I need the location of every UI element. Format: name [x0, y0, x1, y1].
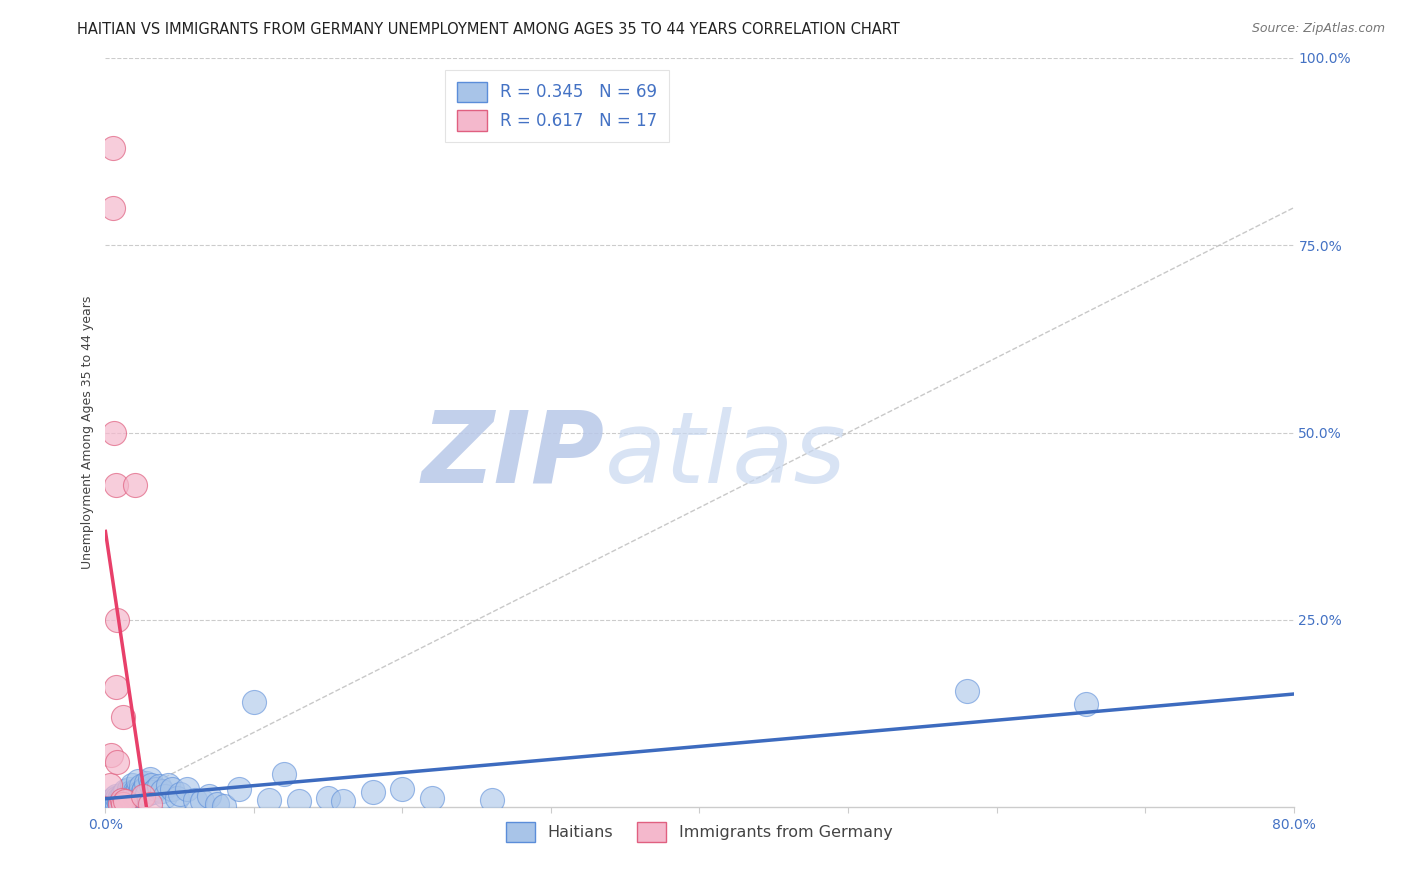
Point	[110, 797, 132, 811]
Point	[257, 793, 280, 807]
Point	[139, 772, 162, 786]
Point	[153, 789, 176, 803]
Point	[101, 201, 124, 215]
Point	[141, 778, 163, 792]
Point	[105, 613, 128, 627]
Point	[214, 798, 236, 813]
Point	[228, 781, 250, 796]
Text: Source: ZipAtlas.com: Source: ZipAtlas.com	[1251, 22, 1385, 36]
Point	[114, 794, 136, 808]
Point	[183, 793, 205, 807]
Point	[103, 795, 125, 809]
Point	[142, 785, 165, 799]
Point	[481, 793, 503, 807]
Point	[124, 478, 146, 492]
Point	[145, 781, 167, 796]
Point	[112, 797, 135, 811]
Point	[166, 791, 188, 805]
Point	[103, 425, 125, 440]
Point	[104, 681, 127, 695]
Point	[205, 797, 228, 811]
Point	[111, 793, 134, 807]
Point	[104, 789, 127, 803]
Text: HAITIAN VS IMMIGRANTS FROM GERMANY UNEMPLOYMENT AMONG AGES 35 TO 44 YEARS CORREL: HAITIAN VS IMMIGRANTS FROM GERMANY UNEMP…	[77, 22, 900, 37]
Point	[124, 784, 146, 798]
Point	[108, 792, 131, 806]
Point	[105, 790, 128, 805]
Point	[150, 784, 173, 798]
Point	[316, 791, 339, 805]
Point	[117, 787, 139, 801]
Point	[101, 797, 124, 812]
Point	[112, 787, 135, 801]
Point	[198, 789, 221, 803]
Point	[273, 766, 295, 780]
Point	[128, 785, 150, 799]
Point	[108, 796, 131, 810]
Point	[162, 781, 184, 796]
Text: ZIP: ZIP	[422, 407, 605, 504]
Point	[110, 794, 132, 808]
Point	[100, 747, 122, 762]
Point	[361, 785, 384, 799]
Point	[104, 793, 127, 807]
Point	[243, 695, 266, 709]
Point	[100, 797, 122, 811]
Point	[110, 791, 132, 805]
Point	[135, 776, 157, 790]
Text: atlas: atlas	[605, 407, 846, 504]
Point	[148, 779, 170, 793]
Point	[332, 794, 354, 808]
Point	[169, 787, 191, 801]
Point	[391, 781, 413, 796]
Point	[98, 794, 121, 808]
Point	[420, 791, 443, 805]
Point	[176, 781, 198, 796]
Point	[101, 141, 124, 155]
Point	[127, 781, 149, 796]
Point	[125, 789, 148, 803]
Point	[1074, 697, 1097, 711]
Point	[131, 784, 153, 798]
Point	[287, 794, 309, 808]
Point	[112, 793, 135, 807]
Point	[136, 787, 159, 801]
Point	[129, 779, 152, 793]
Point	[105, 756, 128, 770]
Point	[118, 789, 141, 803]
Point	[139, 797, 162, 811]
Point	[98, 778, 121, 792]
Point	[114, 784, 136, 798]
Legend: Haitians, Immigrants from Germany: Haitians, Immigrants from Germany	[501, 815, 898, 848]
Point	[104, 478, 127, 492]
Point	[112, 710, 135, 724]
Y-axis label: Unemployment Among Ages 35 to 44 years: Unemployment Among Ages 35 to 44 years	[82, 296, 94, 569]
Point	[115, 790, 138, 805]
Point	[101, 793, 124, 807]
Point	[111, 789, 134, 803]
Point	[121, 778, 143, 792]
Point	[132, 781, 155, 796]
Point	[105, 797, 128, 812]
Point	[120, 792, 142, 806]
Point	[117, 795, 139, 809]
Point	[191, 794, 214, 808]
Point	[103, 791, 125, 805]
Point	[118, 781, 141, 796]
Point	[156, 778, 179, 792]
Point	[124, 787, 146, 801]
Point	[122, 789, 145, 803]
Point	[114, 793, 136, 807]
Point	[131, 789, 153, 803]
Point	[120, 785, 142, 799]
Point	[127, 774, 149, 789]
Point	[956, 684, 979, 698]
